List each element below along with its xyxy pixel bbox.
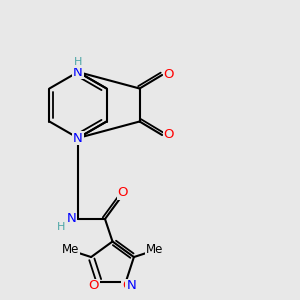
Text: O: O [118,186,128,200]
Text: Me: Me [146,243,163,256]
Text: N: N [67,212,76,226]
Text: O: O [164,68,174,82]
Text: N: N [73,65,83,79]
Text: O: O [88,279,99,292]
Text: O: O [164,128,174,142]
Text: N: N [126,279,136,292]
Text: N: N [73,131,83,145]
Text: H: H [74,57,82,68]
Text: O: O [122,279,133,292]
Text: Me: Me [62,243,80,256]
Text: H: H [57,221,66,232]
